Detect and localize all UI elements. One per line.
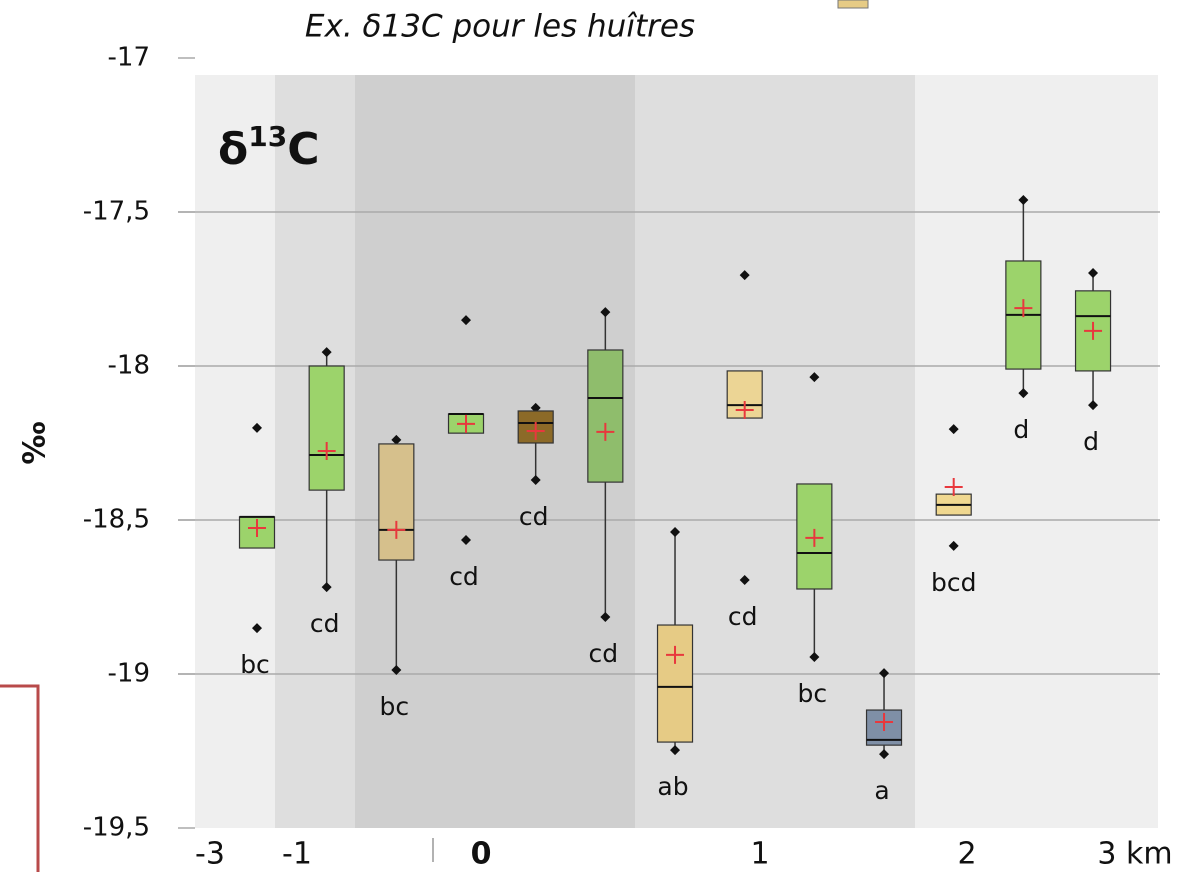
y-tick-label: -18,5 (83, 505, 150, 535)
mean (387, 520, 406, 539)
mean (1084, 321, 1103, 340)
group-letters: bc (798, 679, 828, 708)
mean (1014, 299, 1033, 318)
group-letters: cd (449, 562, 479, 591)
mean (875, 713, 894, 732)
y-tick-label: -17 (108, 43, 150, 73)
y-tick-label: -18 (108, 351, 150, 381)
whisker-end (600, 307, 611, 318)
mean (805, 528, 824, 547)
mean (666, 645, 685, 664)
panel-label: δ13C (218, 120, 320, 175)
whisker-end (252, 623, 262, 634)
mean (735, 401, 754, 420)
group-letters: ab (657, 772, 688, 801)
y-axis-label: ‰ (18, 421, 53, 464)
whisker-end (321, 582, 332, 593)
x-label: 3 km (1097, 837, 1172, 872)
group-letters: d (1083, 427, 1099, 456)
y-tick-label: -19 (108, 659, 150, 689)
whisker-end (1018, 388, 1029, 399)
whisker-end (948, 424, 959, 435)
x-label: 2 (957, 837, 976, 872)
whisker-end (600, 612, 611, 623)
whisker-end (948, 540, 959, 551)
whisker-end (391, 664, 402, 675)
whisker-end (321, 347, 332, 358)
whisker-end (879, 749, 890, 760)
box (656, 624, 694, 743)
mean (526, 421, 545, 440)
whisker-end (739, 270, 750, 281)
whisker-end (739, 575, 750, 586)
whisker-end (1088, 267, 1099, 278)
group-letters: bc (240, 650, 270, 679)
group-letters: bcd (931, 568, 976, 597)
whisker-end (670, 745, 681, 756)
group-letters: d (1013, 415, 1029, 444)
mean (248, 519, 266, 538)
panel-label-sup: 13 (248, 120, 287, 153)
panel-label-tail: C (287, 124, 319, 175)
chart-title: Ex. δ13C pour les huîtres (305, 9, 695, 45)
group-letters: cd (728, 602, 758, 631)
whisker-end (670, 527, 681, 538)
whisker-end (461, 315, 472, 326)
x-label: -3 (195, 837, 225, 872)
box (378, 443, 415, 561)
band (195, 75, 275, 828)
x-label: -1 (282, 837, 312, 872)
whisker-end (809, 372, 820, 383)
mean (457, 414, 476, 433)
mean (596, 422, 615, 441)
box (308, 365, 345, 491)
mean (317, 442, 336, 461)
whisker-end (391, 434, 402, 445)
mean (944, 478, 963, 497)
group-letters: bc (380, 692, 410, 721)
x-label: 1 (750, 837, 769, 872)
legend-swatch (837, 0, 869, 9)
whisker-end (809, 652, 820, 663)
y-tick-label: -19,5 (83, 813, 150, 843)
group-letters: cd (589, 639, 619, 668)
x-label: 0 (471, 837, 492, 872)
whisker-end (1018, 194, 1029, 205)
highlight-frame (0, 684, 40, 872)
whisker-end (1088, 400, 1099, 411)
whisker-end (530, 474, 541, 485)
box (587, 349, 624, 483)
group-letters: cd (310, 609, 340, 638)
group-letters: a (874, 776, 889, 805)
y-tick-label: -17,5 (83, 197, 150, 227)
band (915, 75, 1158, 828)
panel-label-base: δ (218, 124, 248, 175)
group-letters: cd (519, 502, 549, 531)
whisker-end (461, 535, 472, 546)
whisker-end (252, 422, 262, 433)
whisker-end (879, 668, 890, 679)
